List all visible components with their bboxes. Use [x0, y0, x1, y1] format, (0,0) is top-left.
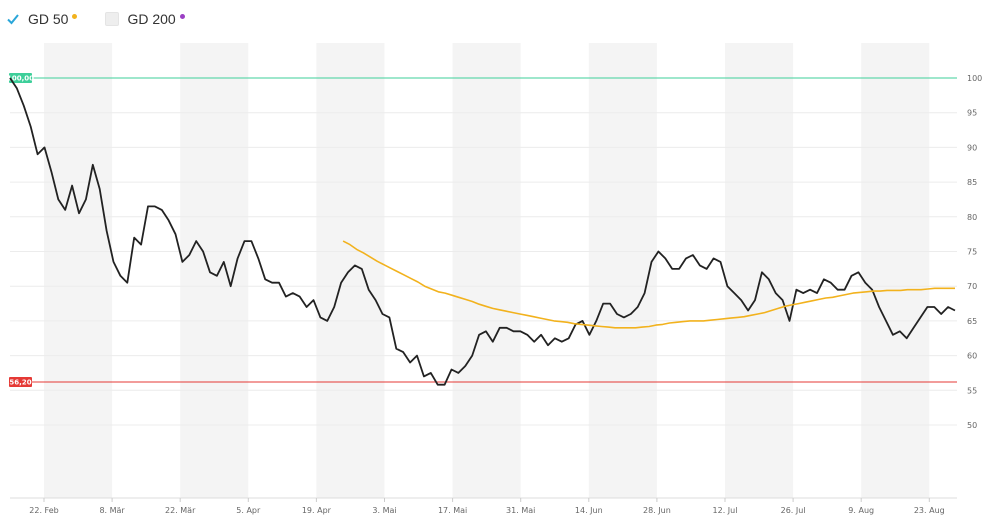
week-band — [588, 43, 657, 498]
legend: GD 50 GD 200 — [6, 8, 185, 30]
legend-dot-gd50 — [72, 13, 78, 19]
x-tick-label: 31. Mai — [506, 506, 535, 515]
reference-badge — [9, 376, 32, 387]
legend-item-gd50[interactable]: GD 50 — [6, 11, 78, 27]
week-bands — [44, 43, 930, 498]
series-lines — [9, 77, 956, 386]
x-tick-label: 22. Mär — [165, 506, 196, 515]
y-tick-label: 75 — [967, 248, 977, 257]
week-band — [180, 43, 249, 498]
x-tick-label: 8. Mär — [99, 506, 125, 515]
y-axis-ticks: 50 55 60 65 70 75 80 85 90 95 100 — [967, 74, 982, 430]
legend-item-gd200[interactable]: GD 200 — [105, 11, 185, 27]
y-tick-label: 80 — [967, 213, 977, 222]
y-tick-label: 60 — [967, 352, 977, 361]
reference-label: 56,20 — [9, 378, 31, 386]
x-tick-label: 5. Apr — [236, 506, 261, 515]
gd50-series-line — [342, 240, 955, 329]
y-tick-label: 50 — [967, 421, 977, 430]
week-band — [452, 43, 521, 498]
checkbox-checked-icon[interactable] — [6, 12, 20, 26]
legend-label-gd50: GD 50 — [28, 11, 69, 27]
y-tick-label: 55 — [967, 386, 977, 395]
legend-label-gd200: GD 200 — [127, 11, 176, 27]
legend-dot-gd200 — [179, 13, 185, 19]
week-band — [861, 43, 930, 498]
x-tick-label: 17. Mai — [438, 506, 467, 515]
x-tick-label: 23. Aug — [914, 506, 945, 515]
price-series-line — [9, 77, 956, 386]
x-tick-label: 26. Jul — [781, 506, 806, 515]
y-tick-label: 95 — [967, 109, 977, 118]
y-tick-label: 65 — [967, 317, 977, 326]
x-tick-label: 9. Aug — [848, 506, 874, 515]
reference-badge — [9, 73, 32, 83]
reference-label: 100,00 — [7, 75, 34, 83]
y-tick-label: 70 — [967, 282, 977, 291]
x-tick-label: 19. Apr — [302, 506, 332, 515]
y-tick-label: 90 — [967, 143, 977, 152]
x-tick-label: 28. Jun — [643, 506, 671, 515]
checkbox-unchecked-icon[interactable] — [105, 12, 120, 26]
week-band — [44, 43, 113, 498]
x-tick-label: 3. Mai — [372, 506, 396, 515]
y-tick-label: 100 — [967, 74, 982, 83]
y-tick-label: 85 — [967, 178, 977, 187]
week-band — [725, 43, 794, 498]
reference-lines: 100,00 56,20 — [7, 73, 957, 387]
x-tick-label: 12. Jul — [713, 506, 738, 515]
x-tick-label: 14. Jun — [575, 506, 603, 515]
x-tick-label: 22. Feb — [29, 506, 58, 515]
x-axis-ticks: 22. Feb 8. Mär 22. Mär 5. Apr 19. Apr 3. Mai 1… — [29, 498, 945, 515]
